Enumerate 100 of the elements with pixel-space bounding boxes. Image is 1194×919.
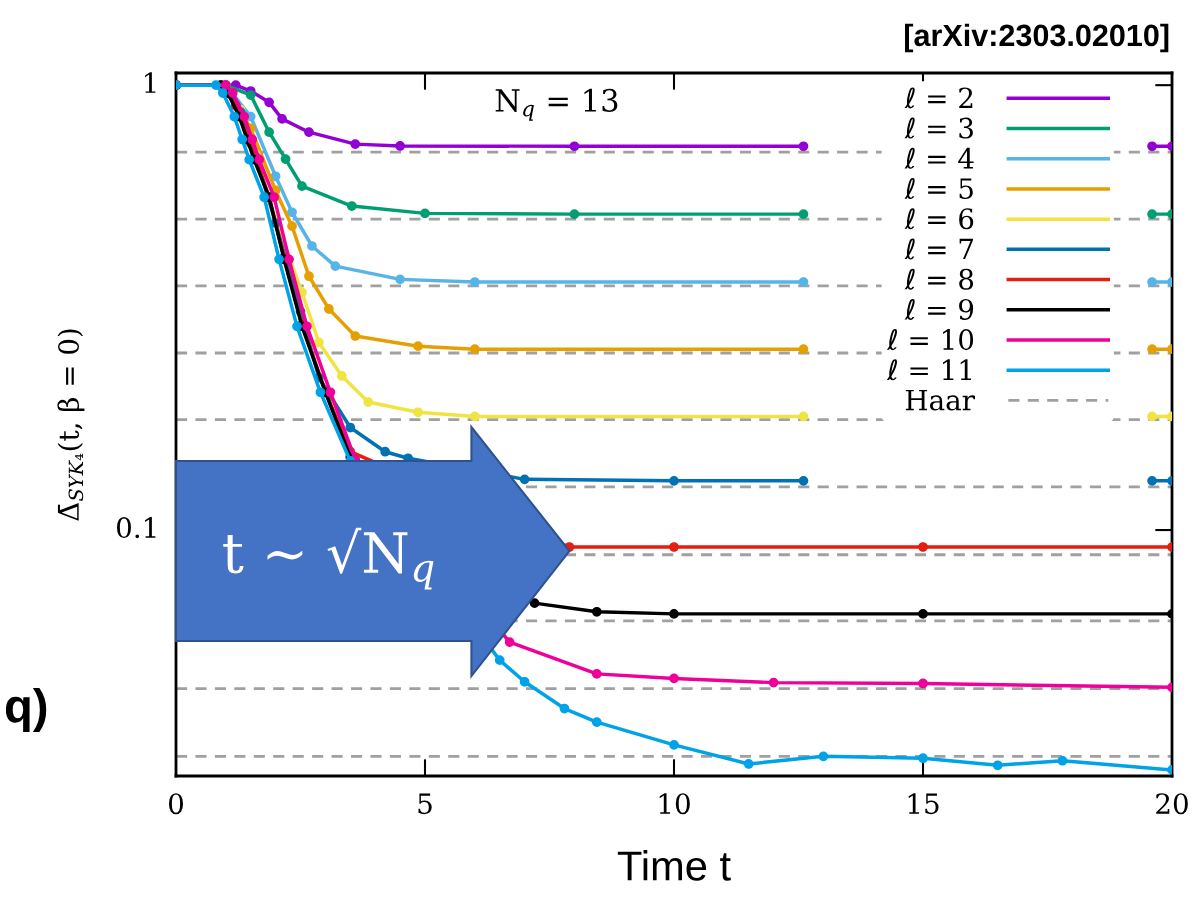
point: [277, 113, 287, 124]
point: [330, 261, 341, 271]
point: [304, 127, 314, 138]
point: [269, 192, 279, 203]
point: [494, 655, 505, 666]
point: [591, 669, 602, 679]
point: [336, 371, 347, 381]
point: [264, 127, 274, 138]
chart-title: [arXiv:2303.02010]: [905, 23, 1169, 53]
legend-label: ℓ = 3: [904, 117, 973, 139]
point: [818, 751, 829, 762]
point: [798, 475, 809, 486]
point: [669, 542, 679, 552]
point: [363, 397, 374, 407]
point: [469, 344, 480, 355]
point: [413, 407, 423, 418]
legend-label: ℓ = 6: [904, 208, 974, 230]
point: [247, 134, 258, 145]
point: [669, 609, 679, 619]
point: [918, 753, 928, 764]
point: [743, 759, 754, 769]
legend-label: Haar: [905, 389, 975, 411]
point: [270, 171, 281, 182]
legend-label: ℓ = 5: [904, 178, 973, 200]
annotation: t ~ √N$_{q}$: [223, 527, 434, 590]
point: [918, 678, 928, 689]
point: [420, 208, 430, 219]
point: [287, 221, 297, 232]
x-tick-label: 0: [168, 793, 183, 815]
point: [504, 637, 515, 647]
point: [237, 134, 248, 145]
x-axis-title: Time t: [617, 850, 731, 881]
point: [519, 474, 530, 485]
point: [350, 139, 361, 149]
point: [918, 609, 928, 619]
x-tick-label: 20: [1156, 793, 1188, 815]
point: [669, 673, 679, 684]
point: [918, 542, 928, 552]
point: [1147, 411, 1157, 422]
legend-label: ℓ = 9: [904, 298, 974, 320]
point: [669, 739, 679, 750]
point: [324, 304, 334, 314]
legend-label: ℓ = 11: [886, 359, 972, 381]
x-tick-label: 10: [659, 793, 690, 815]
point: [244, 154, 255, 165]
point: [992, 760, 1003, 771]
point: [569, 141, 580, 152]
x-tick-label: 5: [418, 793, 432, 815]
point: [350, 331, 361, 341]
point: [469, 411, 480, 422]
point: [304, 271, 314, 282]
point: [325, 387, 336, 398]
point: [346, 201, 357, 211]
point: [519, 676, 530, 687]
point: [280, 154, 291, 164]
point: [469, 277, 480, 287]
point: [259, 192, 270, 203]
legend-label: ℓ = 7: [904, 238, 973, 260]
legend-label: ℓ = 8: [904, 268, 974, 290]
point: [297, 181, 307, 191]
point: [302, 321, 312, 332]
x-tick-label: 15: [908, 793, 939, 815]
annotation: N$_{q}$ = 13: [495, 88, 618, 121]
point: [307, 241, 317, 251]
legend-label: ℓ = 4: [904, 147, 974, 169]
point: [569, 209, 580, 219]
point: [264, 97, 274, 108]
point: [591, 717, 602, 728]
point: [529, 598, 540, 609]
point: [245, 90, 256, 100]
point: [798, 344, 809, 355]
point: [798, 411, 809, 422]
point: [395, 141, 405, 151]
point: [284, 254, 294, 265]
point: [239, 111, 250, 122]
point: [1057, 755, 1068, 766]
y-tick-label: 1: [145, 72, 156, 93]
point: [254, 154, 265, 165]
point: [591, 606, 602, 617]
point: [227, 88, 238, 98]
point: [229, 111, 240, 122]
point: [1147, 475, 1157, 486]
point: [1147, 344, 1157, 355]
point: [210, 80, 221, 91]
y-axis-title: Δ̄$_{SYK₄}$(t, β = 0): [57, 329, 85, 521]
point: [395, 274, 405, 285]
point: [292, 321, 302, 332]
point: [315, 387, 326, 398]
point: [1147, 277, 1157, 287]
point: [798, 277, 809, 287]
text: q): [5, 687, 47, 733]
point: [798, 209, 809, 219]
point: [1147, 209, 1157, 219]
point: [345, 422, 356, 433]
point: [314, 337, 324, 348]
point: [413, 341, 423, 352]
legend-label: ℓ = 10: [886, 329, 974, 351]
point: [669, 475, 679, 486]
point: [559, 703, 570, 714]
legend-label: ℓ = 2: [904, 87, 973, 109]
